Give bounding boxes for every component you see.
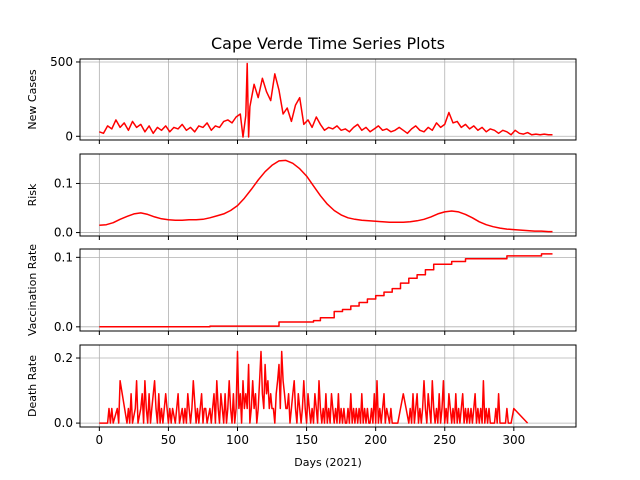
- x-tick-label: 300: [502, 433, 525, 447]
- vaccination-rate-y-axis-label: Vaccination Rate: [26, 244, 39, 336]
- y-tick-label: 0.0: [54, 416, 73, 430]
- risk-y-axis-label: Risk: [26, 183, 39, 206]
- subplot-vaccination-rate: 0.0 0.1 Vaccination Rate: [26, 244, 577, 336]
- subplot-new-cases: 0 500 New Cases: [26, 55, 577, 144]
- x-axis-label: Days (2021): [294, 456, 362, 469]
- y-tick-label: 500: [50, 55, 73, 69]
- new-cases-y-axis-label: New Cases: [26, 69, 39, 129]
- vaccination-rate-axes-frame: [79, 248, 577, 332]
- vaccination-rate-series-line: [99, 253, 553, 328]
- x-tick-label: 100: [226, 433, 249, 447]
- new-cases-axes-frame: [79, 58, 577, 141]
- subplot-risk: 0.0 0.1 Risk: [26, 153, 577, 240]
- y-tick-label: 0.1: [54, 176, 73, 190]
- risk-axes-frame: [79, 153, 577, 237]
- chart-title: Cape Verde Time Series Plots: [211, 34, 445, 53]
- x-tick-label: 150: [295, 433, 318, 447]
- x-tick-label: 200: [364, 433, 387, 447]
- x-tick-label: 50: [161, 433, 176, 447]
- y-tick-label: 0.0: [54, 226, 73, 240]
- y-tick-label: 0.2: [54, 351, 73, 365]
- new-cases-series-line: [99, 62, 553, 138]
- y-tick-label: 0.1: [54, 250, 73, 264]
- risk-series-line: [99, 159, 553, 233]
- x-tick-label: 250: [433, 433, 456, 447]
- death-rate-series-line: [99, 350, 529, 424]
- death-rate-y-axis-label: Death Rate: [26, 355, 39, 417]
- y-tick-label: 0: [65, 129, 73, 143]
- subplot-death-rate: 0 50 100 150 200 250 300 0.0 0.2 Death Rate: [26, 344, 577, 447]
- x-tick-label: 0: [96, 433, 104, 447]
- death-rate-axes-frame: [79, 344, 577, 428]
- y-tick-label: 0.0: [54, 320, 73, 334]
